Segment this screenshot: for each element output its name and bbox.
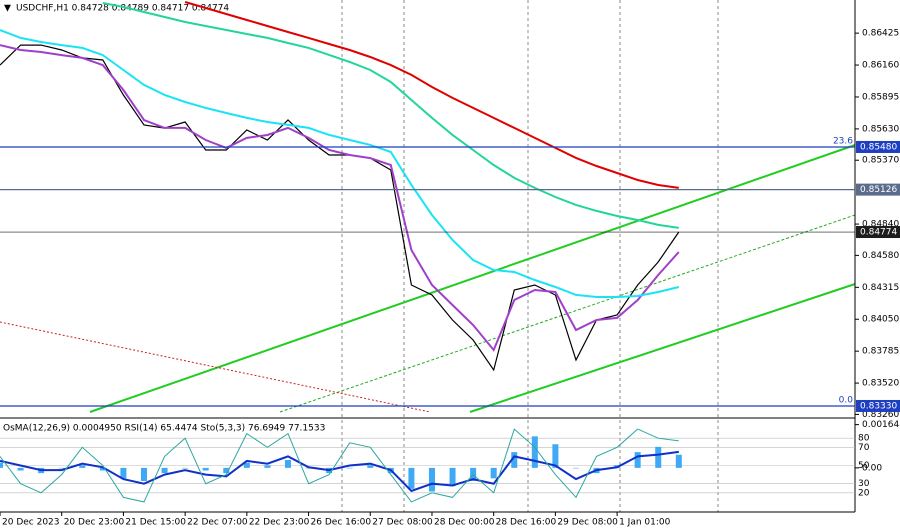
osma-bar (367, 465, 374, 468)
price-line (0, 29, 680, 298)
oscillator-line (0, 450, 679, 493)
x-tick-label: 22 Dec 23:00 (249, 518, 310, 528)
osma-bar (490, 467, 497, 479)
y-tick-label: 0.86425 (862, 29, 899, 39)
osma-bar (552, 444, 559, 468)
y-tick-label: 0.85895 (862, 92, 899, 102)
level-label: 0.84774 (860, 228, 897, 238)
osma-bar (161, 467, 168, 474)
osma-bar (79, 465, 86, 468)
osma-bar (120, 467, 127, 479)
x-tick-label: 1 Jan 01:00 (619, 518, 671, 528)
osma-bar (531, 436, 538, 468)
osma-bar (449, 467, 456, 487)
osma-bar (17, 467, 24, 471)
level-box (856, 183, 900, 196)
channel-mid (279, 214, 856, 413)
osma-bar (223, 467, 230, 474)
level-box (856, 399, 900, 412)
x-tick-label: 20 Dec 2023 (2, 518, 60, 528)
price-line (102, 2, 679, 229)
x-tick-label: 27 Dec 08:00 (372, 518, 433, 528)
osma-bar (264, 465, 271, 468)
indicator-title: OsMA(12,26,9) 0.0004950 RSI(14) 65.4474 … (3, 424, 325, 434)
level-text: 0.0 (839, 395, 854, 405)
osma-bar (243, 462, 250, 468)
price-line (0, 44, 680, 352)
osma-bar (140, 467, 147, 481)
y2-tick-label: 0.001648 (862, 420, 900, 430)
y-tick-label: 20 (858, 488, 870, 498)
osma-bar (675, 454, 682, 468)
osma-bar (284, 460, 291, 468)
y-tick-label: 80 (858, 434, 870, 444)
osma-bar (408, 467, 415, 489)
osma-bar (511, 452, 518, 468)
osma-bar (58, 467, 65, 469)
osma-bar (202, 467, 209, 471)
osma-bar (572, 467, 579, 469)
menu-arrow[interactable]: ▼ (4, 4, 11, 14)
y-tick-label: 0.85370 (862, 156, 899, 166)
y-tick-label: 0.84580 (862, 251, 899, 261)
x-tick-label: 28 Dec 00:00 (434, 518, 495, 528)
osma-bar (346, 467, 353, 469)
y-tick-label: 0.84840 (862, 220, 899, 230)
level-label: 0.83330 (860, 401, 897, 411)
x-tick-label: 21 Dec 15:00 (125, 518, 186, 528)
oscillator-line (0, 428, 679, 503)
y-tick-label: 50 (858, 461, 870, 471)
level-box (856, 140, 900, 153)
y-tick-label: 0.85630 (862, 124, 899, 134)
level-label: 0.85480 (860, 142, 897, 152)
x-tick-label: 28 Dec 16:00 (496, 518, 557, 528)
y-tick-label: 0.83520 (862, 379, 899, 389)
x-tick-label: 26 Dec 16:00 (311, 518, 372, 528)
trend-dashed (0, 321, 431, 413)
x-tick-label: 22 Dec 07:00 (187, 518, 248, 528)
y2-tick-label: 0.00 (862, 463, 882, 473)
y-tick-label: 0.83785 (862, 347, 899, 357)
chart-title: USDCHF,H1 0.84728 0.84789 0.84717 0.8477… (16, 4, 229, 14)
y-tick-label: 0.84315 (862, 283, 899, 293)
osma-bar (182, 467, 189, 469)
channel-line (469, 283, 856, 413)
y-tick-label: 0.83260 (862, 410, 899, 420)
osma-bar (634, 452, 641, 468)
level-box (856, 226, 900, 239)
level-text: 23.6 (833, 136, 853, 146)
x-tick-label: 29 Dec 08:00 (557, 518, 618, 528)
y-tick-label: 30 (858, 479, 870, 489)
y-tick-label: 0.84050 (862, 315, 899, 325)
level-label: 0.85126 (860, 185, 897, 195)
y-tick-label: 70 (858, 443, 870, 453)
osma-bar (99, 467, 106, 471)
price-line (184, 1, 679, 189)
y-tick-label: 0.86160 (862, 61, 899, 71)
osma-bar (0, 462, 3, 468)
osma-bar (428, 467, 435, 492)
x-tick-label: 20 Dec 23:00 (64, 518, 125, 528)
osma-bar (655, 446, 662, 468)
